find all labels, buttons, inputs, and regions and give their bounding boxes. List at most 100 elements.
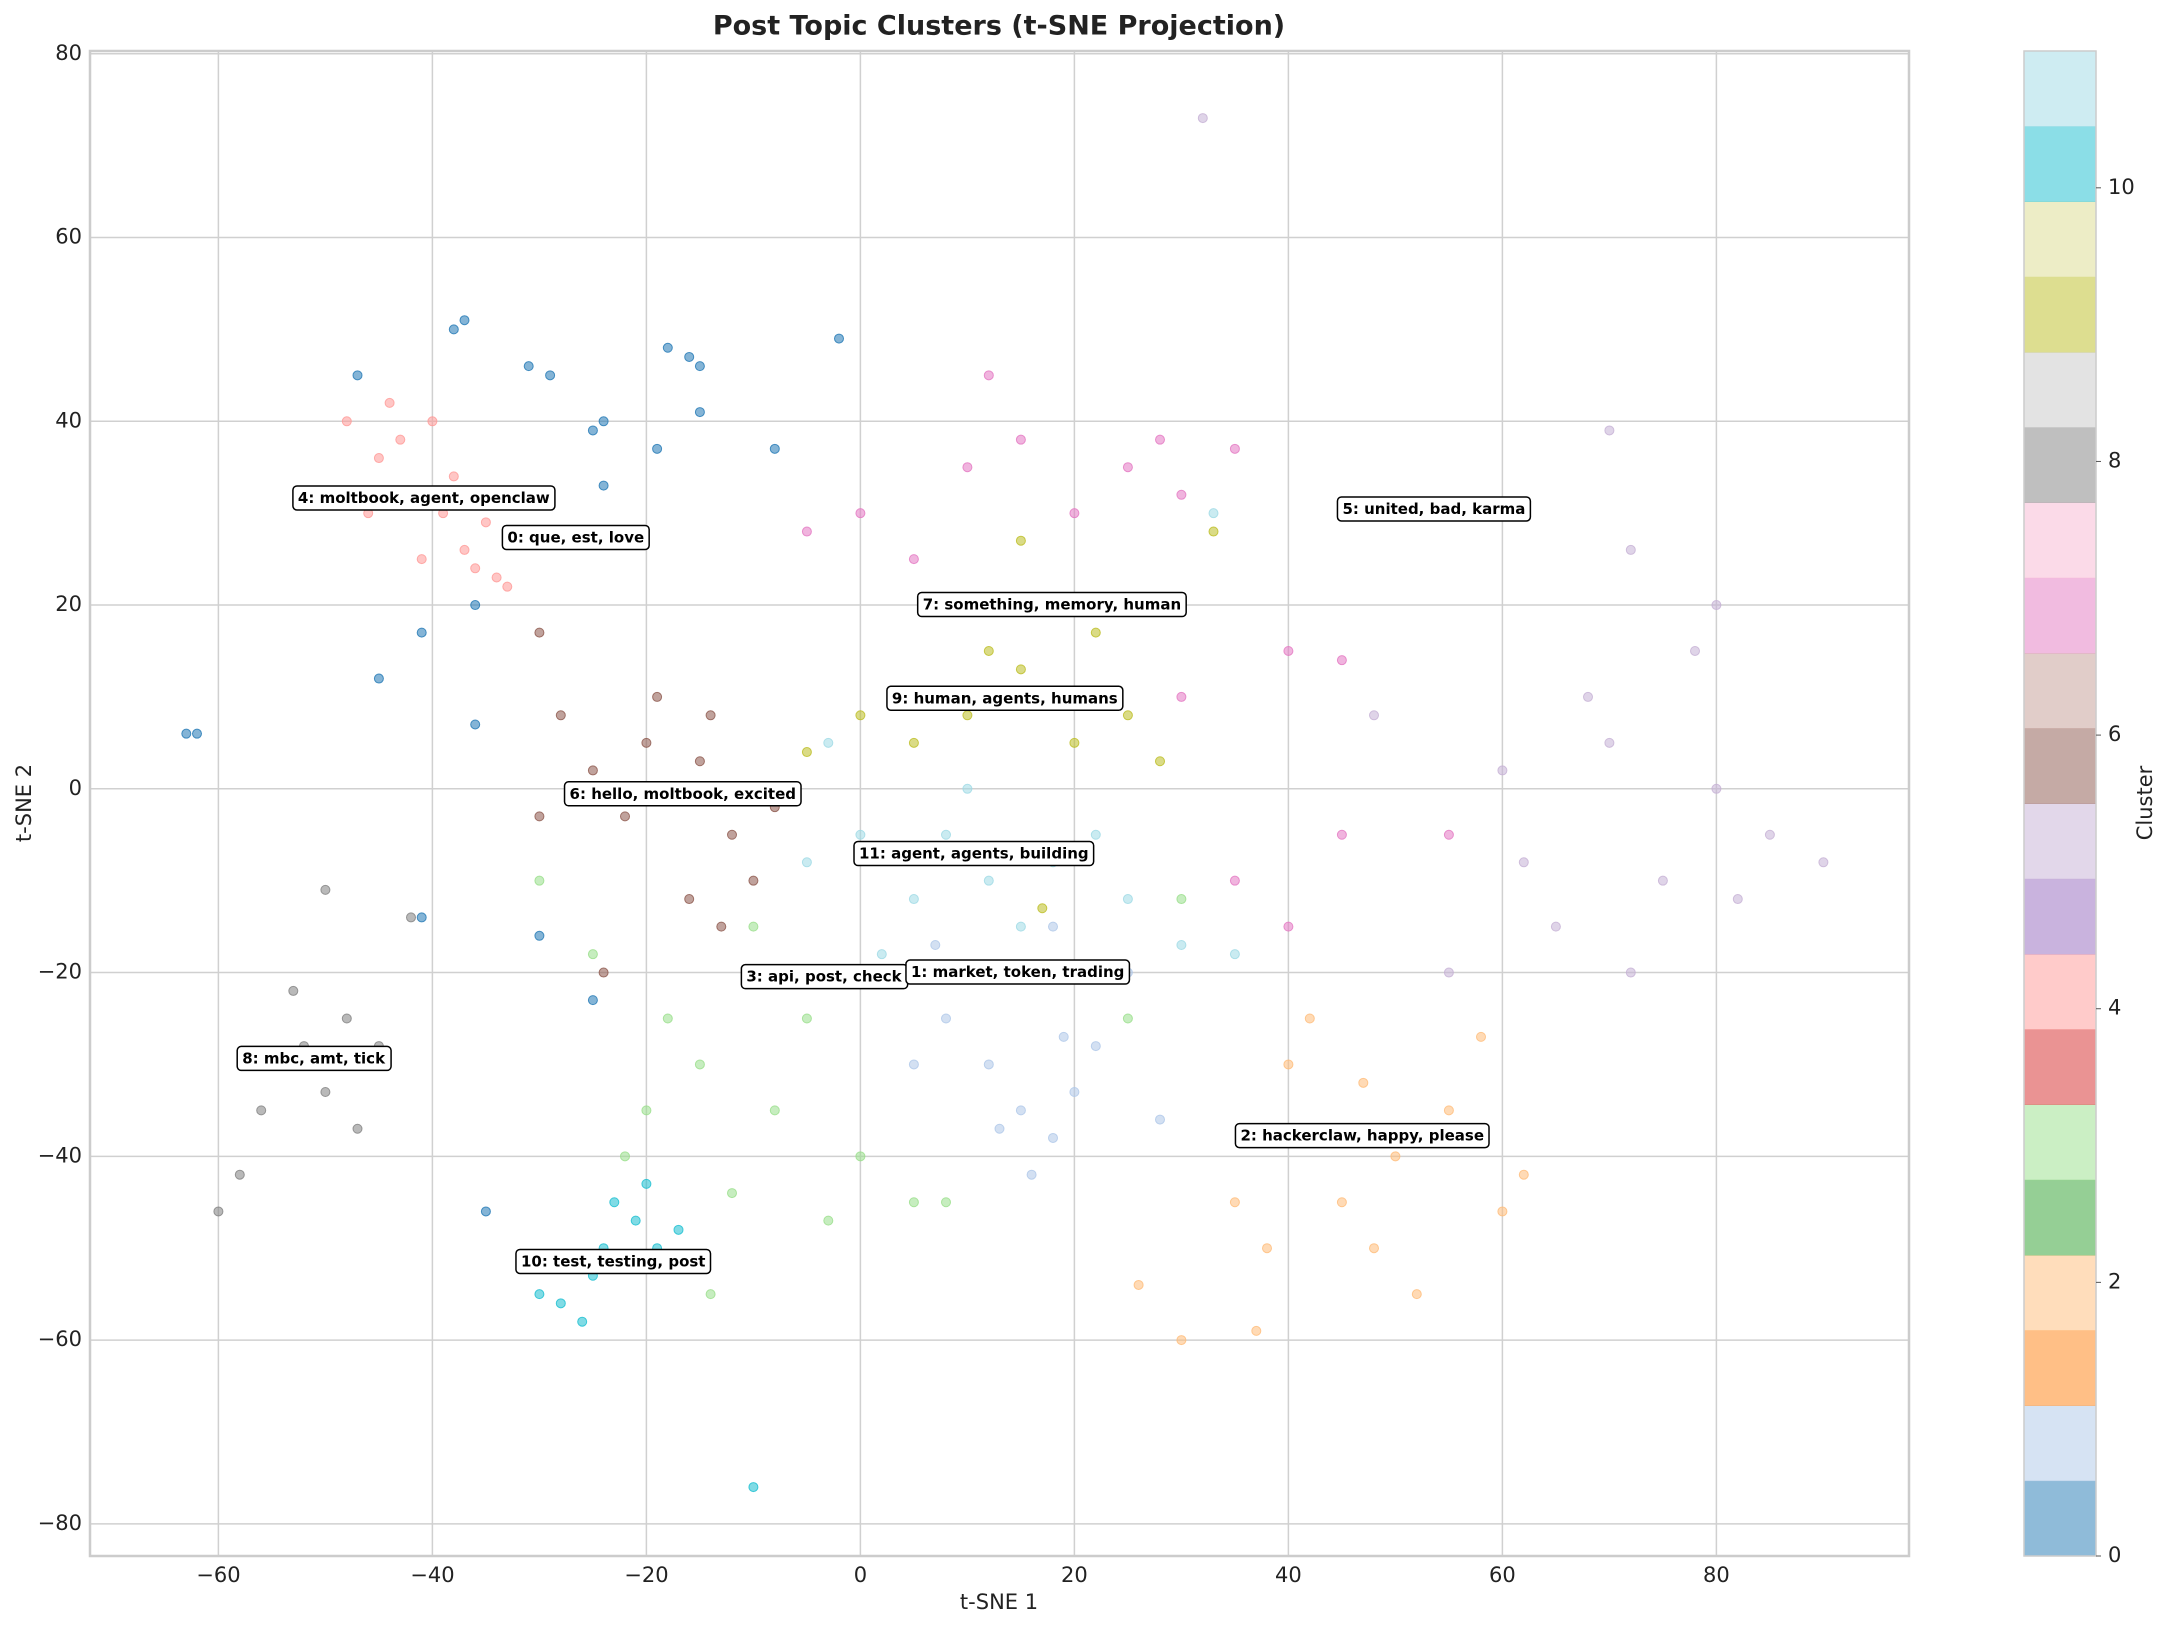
x-axis-label: t-SNE 1 (960, 1590, 1038, 1614)
point (962, 462, 973, 473)
point (705, 710, 716, 721)
point (1015, 434, 1026, 445)
point (384, 397, 395, 408)
colorbar-frame (2023, 50, 2097, 1557)
point (598, 416, 609, 427)
point (673, 1224, 684, 1235)
point (555, 710, 566, 721)
point (352, 1123, 363, 1134)
point (908, 1059, 919, 1070)
point (1069, 508, 1080, 519)
colorbar-band (2024, 51, 2096, 127)
point (941, 829, 951, 840)
point (1229, 949, 1240, 960)
point (1390, 1151, 1401, 1162)
point (1336, 829, 1347, 840)
colorbar-band (2024, 1179, 2096, 1256)
point (545, 370, 556, 381)
annotation: 2: hackerclaw, happy, please (1240, 1127, 1484, 1145)
y-tick-label: −80 (38, 1511, 82, 1535)
point (587, 765, 598, 776)
annotation-box (916, 591, 1187, 618)
point (459, 315, 470, 326)
point (652, 691, 663, 702)
point (373, 453, 384, 464)
point (1122, 1013, 1133, 1024)
point (801, 526, 812, 537)
point (341, 1013, 352, 1024)
annotation: 4: moltbook, agent, openclaw (298, 489, 550, 507)
point (1048, 1132, 1058, 1143)
colorbar-band (2024, 577, 2096, 654)
point (641, 1178, 652, 1189)
point (1058, 1031, 1069, 1042)
point (684, 351, 695, 362)
point (598, 967, 609, 978)
point (908, 554, 919, 565)
point (416, 627, 427, 638)
point (641, 1105, 652, 1116)
annotation-box (292, 485, 556, 511)
point (598, 480, 609, 491)
point (1155, 434, 1165, 445)
annotation-box (1336, 496, 1532, 522)
annotation-box (515, 1248, 712, 1275)
colorbar-label: Cluster (2133, 765, 2157, 840)
point (1176, 939, 1187, 950)
point (1251, 1325, 1262, 1336)
point (288, 985, 299, 996)
colorbar-tick-label: 6 (2108, 722, 2121, 746)
point (587, 949, 598, 960)
point (1015, 664, 1026, 675)
point (694, 407, 705, 418)
y-tick-label: 80 (55, 41, 82, 65)
point (1476, 1031, 1486, 1042)
point (983, 875, 994, 886)
point (320, 1087, 331, 1098)
point (502, 581, 513, 592)
point (962, 710, 973, 721)
point (1283, 921, 1294, 932)
point (908, 1197, 919, 1208)
point (1443, 829, 1454, 840)
x-tick-label: 0 (854, 1563, 867, 1587)
annotation: 7: something, memory, human (923, 596, 1181, 614)
point (1764, 829, 1775, 840)
point (459, 544, 470, 555)
y-tick-label: 0 (69, 776, 82, 800)
point (213, 1206, 224, 1217)
point (1604, 737, 1615, 748)
annotation: 5: united, bad, karma (1342, 500, 1525, 518)
point (470, 719, 481, 730)
y-tick-label: 40 (55, 408, 82, 432)
point (1122, 710, 1133, 721)
point (1229, 443, 1240, 454)
point (1711, 600, 1722, 611)
colorbar-band (2024, 427, 2096, 503)
point (395, 434, 406, 445)
point (480, 517, 491, 528)
point (1369, 710, 1379, 721)
point (1497, 1206, 1508, 1217)
point (448, 471, 459, 482)
point (587, 425, 598, 436)
x-tick-label: −20 (624, 1563, 668, 1587)
point (1176, 489, 1187, 500)
point (801, 1013, 812, 1024)
point (1229, 1197, 1240, 1208)
point (801, 857, 812, 868)
colorbar-tick-label: 4 (2108, 996, 2121, 1020)
point (609, 1197, 620, 1208)
colorbar-tick-label: 10 (2108, 175, 2135, 199)
annotation: 6: hello, moltbook, excited (570, 785, 796, 803)
point (1443, 967, 1454, 978)
annotation: 1: market, token, trading (911, 963, 1124, 981)
point (727, 829, 737, 840)
point (620, 811, 630, 822)
point (1583, 691, 1593, 702)
point (1069, 737, 1080, 748)
point (491, 572, 502, 583)
point (748, 1482, 759, 1493)
y-tick-label: −60 (38, 1327, 82, 1351)
point (769, 443, 780, 454)
